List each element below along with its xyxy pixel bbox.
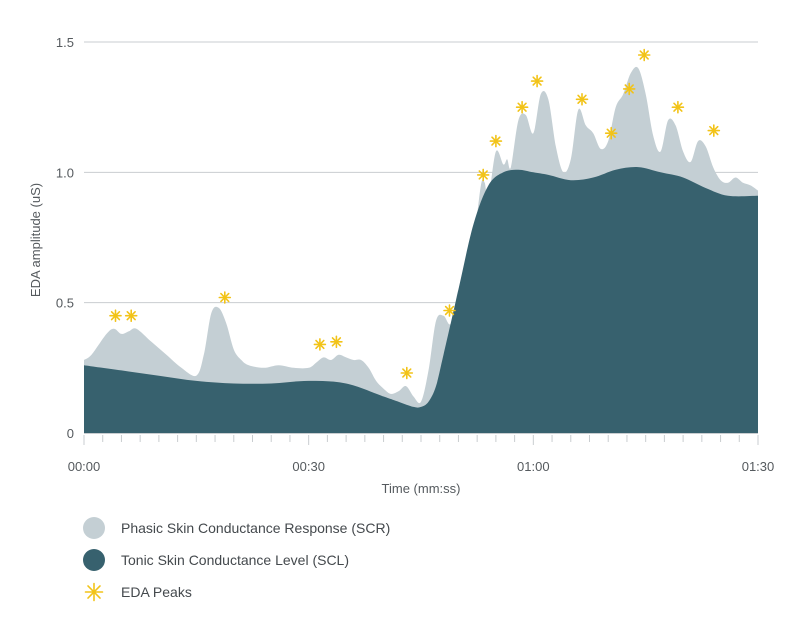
- eda-peak-marker: [400, 366, 414, 380]
- y-tick-label: 1.5: [56, 35, 74, 50]
- x-tick-label: 01:30: [742, 459, 775, 474]
- plot-areas: [84, 66, 758, 433]
- eda-peak-marker: [707, 124, 721, 137]
- x-tick-label: 01:00: [517, 459, 550, 474]
- eda-peak-marker: [515, 100, 529, 114]
- y-tick-label: 0: [67, 426, 74, 441]
- eda-peak-marker: [218, 291, 232, 304]
- eda-peak-marker: [313, 338, 327, 351]
- eda-peak-marker: [124, 309, 138, 323]
- eda-peak-marker: [622, 82, 636, 96]
- eda-peak-marker: [489, 134, 503, 148]
- x-tick-label: 00:30: [292, 459, 325, 474]
- eda-peak-marker: [604, 126, 618, 140]
- eda-peak-marker: [109, 309, 122, 323]
- legend-item-scl: Tonic Skin Conductance Level (SCL): [83, 549, 349, 571]
- y-tick-label: 0.5: [56, 296, 74, 311]
- eda-peak-marker: [330, 335, 343, 349]
- eda-peak-marker: [476, 168, 490, 182]
- eda-peak-marker: [637, 48, 651, 62]
- eda-peak-marker: [575, 93, 589, 106]
- y-axis-title: EDA amplitude (uS): [28, 183, 43, 297]
- legend-label-scr: Phasic Skin Conductance Response (SCR): [121, 520, 390, 536]
- legend-swatch-peaks: [84, 582, 104, 602]
- legend-item-peaks: EDA Peaks: [84, 582, 192, 602]
- legend-swatch-scr: [83, 517, 105, 539]
- legend-label-scl: Tonic Skin Conductance Level (SCL): [121, 552, 349, 568]
- eda-peak-marker: [443, 304, 456, 317]
- x-axis-title: Time (mm:ss): [382, 481, 461, 496]
- x-axis: 00:00 00:30 01:00 01:30: [68, 433, 775, 474]
- x-tick-label: 00:00: [68, 459, 101, 474]
- legend: Phasic Skin Conductance Response (SCR) T…: [83, 517, 390, 602]
- legend-item-scr: Phasic Skin Conductance Response (SCR): [83, 517, 390, 539]
- y-axis: 0 0.5 1.0 1.5: [56, 35, 74, 441]
- eda-peak-markers: [109, 48, 721, 380]
- eda-peak-marker: [530, 74, 544, 88]
- scl-area: [84, 167, 758, 433]
- eda-peak-marker: [671, 100, 685, 114]
- legend-label-peaks: EDA Peaks: [121, 584, 192, 600]
- legend-swatch-scl: [83, 549, 105, 571]
- y-tick-label: 1.0: [56, 165, 74, 180]
